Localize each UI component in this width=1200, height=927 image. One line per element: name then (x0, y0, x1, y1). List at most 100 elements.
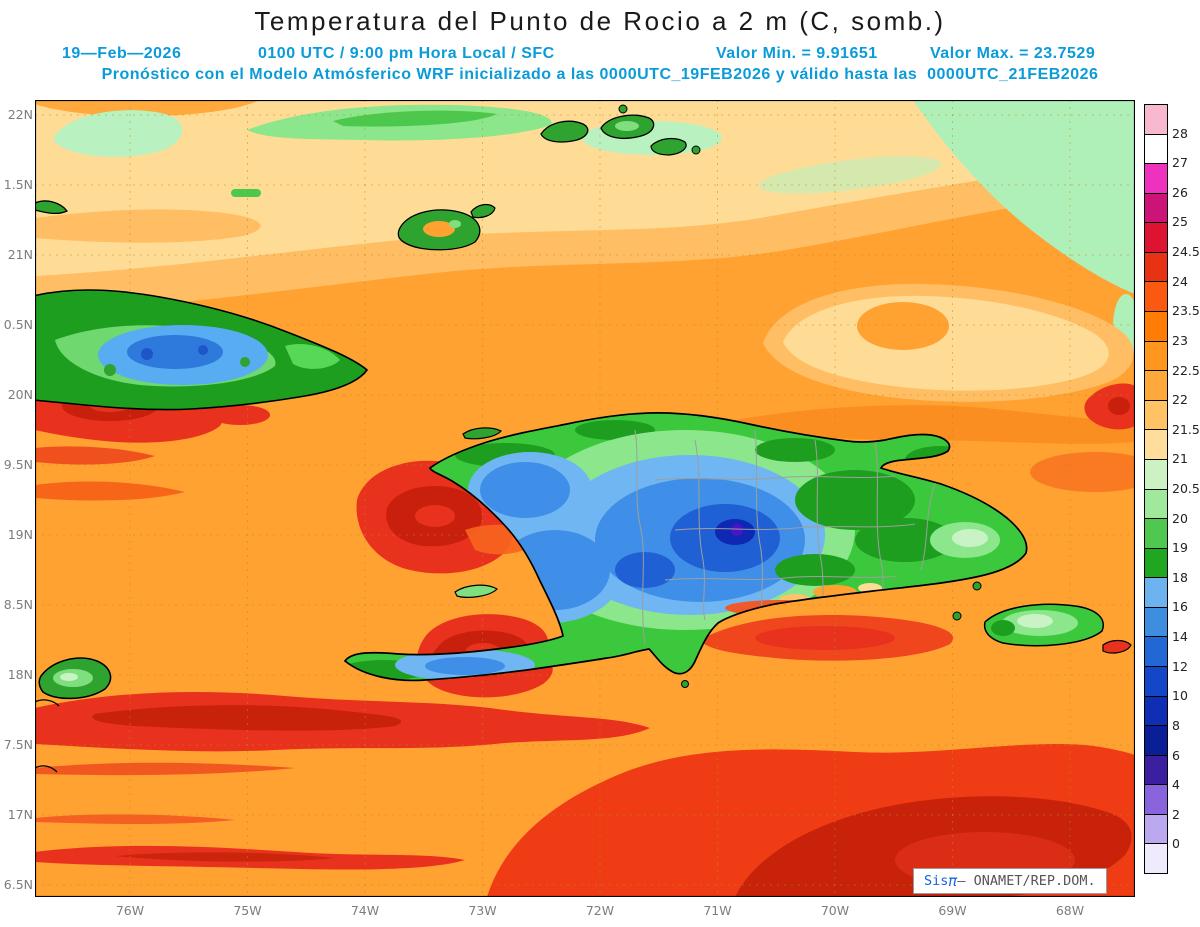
colorbar-segment (1145, 370, 1167, 400)
credit-pi-symbol: π (948, 872, 958, 890)
lon-label: 69W (938, 903, 967, 918)
lat-label: 8.5N (3, 597, 33, 612)
colorbar-tick-label: 23 (1172, 332, 1188, 348)
colorbar-tick-label: 6 (1172, 747, 1180, 763)
colorbar-segment (1145, 192, 1167, 223)
colorbar-segment (1145, 105, 1167, 134)
header-max-value: Valor Max. = 23.7529 (930, 45, 1096, 62)
colorbar-labels: 28 27 26 25 24.5 24 23.5 23 22.5 22 21.5 21 20.5 20 19… (1172, 104, 1200, 874)
lon-label: 72W (585, 903, 615, 918)
map-frame (35, 100, 1135, 897)
lat-label: 6.5N (3, 877, 33, 892)
lat-label: 21N (7, 247, 33, 262)
colorbar-segment (1145, 281, 1167, 312)
lon-label: 68W (1055, 903, 1085, 918)
colorbar-tick-label: 22.5 (1172, 362, 1200, 378)
colorbar-segment (1145, 458, 1167, 489)
colorbar-segment (1145, 784, 1167, 814)
header-forecast-line: Pronóstico con el Modelo Atmósferico WRF… (101, 66, 1099, 83)
map-area: Sis π – ONAMET/REP.DOM. (35, 100, 1135, 897)
colorbar-tick-label: 25 (1172, 214, 1188, 230)
credit-prefix: Sis (924, 873, 949, 889)
colorbar-segment (1145, 399, 1167, 430)
lat-label: 7.5N (3, 737, 33, 752)
colorbar-segment (1145, 843, 1167, 874)
colorbar-segment (1145, 754, 1167, 785)
coast-fragments (35, 699, 60, 773)
colorbar-segment (1145, 725, 1167, 755)
colorbar-tick-label: 19 (1172, 540, 1188, 556)
colorbar-tick-label: 12 (1172, 658, 1188, 674)
lon-axis: 76W 75W 74W 73W 72W 71W 70W 69W 68W (35, 903, 1135, 921)
colorbar-segment (1145, 665, 1167, 696)
small-islands-north (540, 104, 701, 156)
colorbar-segment (1145, 813, 1167, 844)
mona-island (952, 611, 962, 621)
colorbar-segment (1145, 547, 1167, 578)
colorbar-tick-label: 20 (1172, 510, 1188, 526)
colorbar-tick-label: 21.5 (1172, 421, 1200, 437)
colorbar-tick-label: 8 (1172, 717, 1180, 733)
jamaica (38, 657, 112, 700)
lon-label: 73W (468, 903, 497, 918)
colorbar-tick-label: 23.5 (1172, 303, 1200, 319)
colorbar-strip (1144, 104, 1168, 874)
colorbar-tick-label: 28 (1172, 125, 1188, 141)
lat-axis: 22N 1.5N 21N 0.5N 20N 9.5N 19N 8.5N 18N 7.5N 17N 6.… (2, 100, 33, 897)
header-time-info: 0100 UTC / 9:00 pm Hora Local / SFC (258, 45, 555, 62)
colorbar-segment (1145, 488, 1167, 519)
colorbar-segment (1145, 340, 1167, 371)
inagua-islands (397, 203, 496, 251)
lat-label: 9.5N (3, 457, 33, 472)
colorbar-tick-label: 10 (1172, 688, 1188, 704)
lat-label: 22N (7, 107, 33, 122)
colorbar-tick-label: 18 (1172, 569, 1188, 585)
lat-label: 19N (7, 527, 33, 542)
puerto-rico (952, 603, 1132, 654)
weather-map-svg (35, 100, 1135, 897)
province-borders (634, 429, 936, 646)
beata-island (681, 680, 689, 688)
colorbar-tick-label: 20.5 (1172, 481, 1200, 496)
tortuga-island (462, 427, 502, 440)
gonave-island (454, 584, 498, 598)
lon-label: 70W (820, 903, 850, 918)
colorbar-segment (1145, 429, 1167, 459)
colorbar-segment (1145, 606, 1167, 637)
lat-label: 0.5N (3, 317, 33, 332)
credit-suffix: – ONAMET/REP.DOM. (957, 873, 1096, 889)
lat-label: 1.5N (3, 177, 33, 192)
colorbar-tick-label: 22 (1172, 392, 1188, 408)
header-min-value: Valor Min. = 9.91651 (716, 45, 878, 62)
credit-box: Sis π – ONAMET/REP.DOM. (913, 868, 1107, 894)
colorbar-tick-label: 2 (1172, 806, 1180, 822)
colorbar-tick-label: 24.5 (1172, 244, 1200, 260)
lat-label: 18N (7, 667, 33, 682)
saona-island (972, 581, 982, 591)
lon-label: 74W (350, 903, 380, 918)
colorbar-segment (1145, 311, 1167, 341)
colorbar-segment (1145, 577, 1167, 607)
lon-label: 71W (703, 903, 732, 918)
lat-label: 20N (7, 387, 33, 402)
colorbar-tick-label: 14 (1172, 629, 1188, 645)
lon-label: 76W (115, 903, 145, 918)
colorbar-tick-label: 26 (1172, 184, 1188, 200)
cuba (35, 200, 369, 411)
colorbar-segment (1145, 251, 1167, 282)
colorbar: 28 27 26 25 24.5 24 23.5 23 22.5 22 21.5 21 20.5 20 19… (1144, 104, 1200, 884)
colorbar-tick-label: 24 (1172, 273, 1188, 289)
colorbar-segment (1145, 133, 1167, 164)
hispaniola (343, 412, 1028, 688)
colorbar-tick-label: 27 (1172, 155, 1188, 171)
colorbar-tick-label: 16 (1172, 599, 1188, 615)
colorbar-segment (1145, 636, 1167, 666)
colorbar-tick-label: 0 (1172, 836, 1180, 852)
lon-label: 75W (233, 903, 262, 918)
colorbar-tick-label: 4 (1172, 777, 1180, 793)
colorbar-segment (1145, 518, 1167, 548)
colorbar-segment (1145, 222, 1167, 252)
colorbar-segment (1145, 163, 1167, 193)
colorbar-tick-label: 21 (1172, 451, 1188, 467)
colorbar-segment (1145, 695, 1167, 726)
